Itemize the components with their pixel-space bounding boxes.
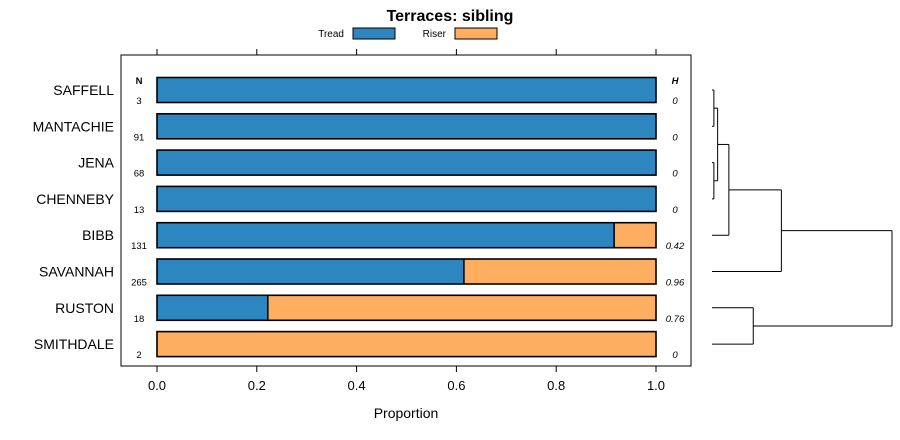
- x-tick-label: 0.8: [547, 378, 565, 393]
- dendrogram: [712, 89, 893, 345]
- row-h-value: 0.96: [666, 278, 685, 289]
- bar-segment-riser: [614, 222, 656, 248]
- row-n-value: 18: [134, 314, 145, 325]
- row-label: SMITHDALE: [34, 336, 114, 352]
- row-n-value: 3: [136, 96, 141, 107]
- bar-segment-riser: [157, 331, 656, 357]
- bar-outline: [156, 258, 657, 285]
- bar-segment-tread: [157, 222, 615, 248]
- bar-segment-tread: [157, 150, 656, 176]
- row-h-value: 0: [672, 96, 678, 107]
- row-h-value: 0: [672, 350, 678, 361]
- legend-label-tread: Tread: [318, 29, 344, 40]
- legend-label-riser: Riser: [423, 29, 447, 40]
- row-label: MANTACHIE: [33, 118, 114, 134]
- bar-outline: [156, 294, 657, 322]
- bar-outline: [156, 113, 657, 140]
- legend-swatch-tread: [352, 27, 396, 40]
- row-label: BIBB: [82, 227, 114, 243]
- x-tick-label: 1.0: [647, 378, 665, 393]
- row-h-value: 0: [672, 205, 678, 216]
- bar-segment-tread: [157, 77, 656, 103]
- bar-segment-riser: [463, 259, 656, 284]
- bar-segment-tread: [157, 259, 464, 284]
- x-axis: 0.0 0.2 0.4 0.6 0.8 1.0: [148, 49, 665, 393]
- n-column-header: N: [136, 76, 143, 87]
- row-n-value: 68: [134, 169, 145, 180]
- bar-outline: [156, 221, 657, 249]
- legend-swatch-riser: [454, 27, 498, 40]
- bar-outline: [156, 185, 657, 213]
- row-n-value: 131: [131, 241, 147, 252]
- row-h-value: 0: [672, 132, 678, 143]
- row-label: RUSTON: [55, 300, 114, 316]
- x-tick-label: 0.6: [447, 378, 465, 393]
- row-label: JENA: [78, 155, 114, 171]
- row-label: CHENNEBY: [36, 191, 114, 207]
- row-n-value: 265: [131, 278, 147, 289]
- row-h-value: 0: [672, 169, 678, 180]
- row-n-value: 91: [134, 132, 145, 143]
- bar-segment-tread: [157, 186, 656, 212]
- x-tick-label: 0.4: [348, 378, 366, 393]
- bar-segment-tread: [157, 113, 656, 139]
- bar-outline: [156, 330, 657, 358]
- chart-title: Terraces: sibling: [387, 8, 514, 25]
- plot-frame: [120, 54, 692, 367]
- bar-outline: [156, 149, 657, 176]
- row-n-value: 13: [134, 205, 145, 216]
- bar-rows: SAFFELL 3 0 MANTACHIE 91 0 JENA 68 0 CHENNEBY 13 0 B…: [33, 76, 685, 361]
- x-tick-label: 0.0: [148, 378, 166, 393]
- row-label: SAVANNAH: [39, 264, 114, 280]
- legend: Tread Riser: [318, 27, 498, 40]
- h-column-header: H: [672, 76, 680, 87]
- row-h-value: 0.76: [666, 314, 685, 325]
- bar-outline: [156, 76, 657, 104]
- row-label: SAFFELL: [53, 82, 114, 98]
- x-axis-title: Proportion: [374, 405, 439, 421]
- bar-segment-tread: [157, 295, 268, 321]
- bar-segment-riser: [267, 295, 656, 321]
- row-n-value: 2: [136, 350, 141, 361]
- row-h-value: 0.42: [666, 241, 685, 252]
- x-tick-label: 0.2: [248, 378, 266, 393]
